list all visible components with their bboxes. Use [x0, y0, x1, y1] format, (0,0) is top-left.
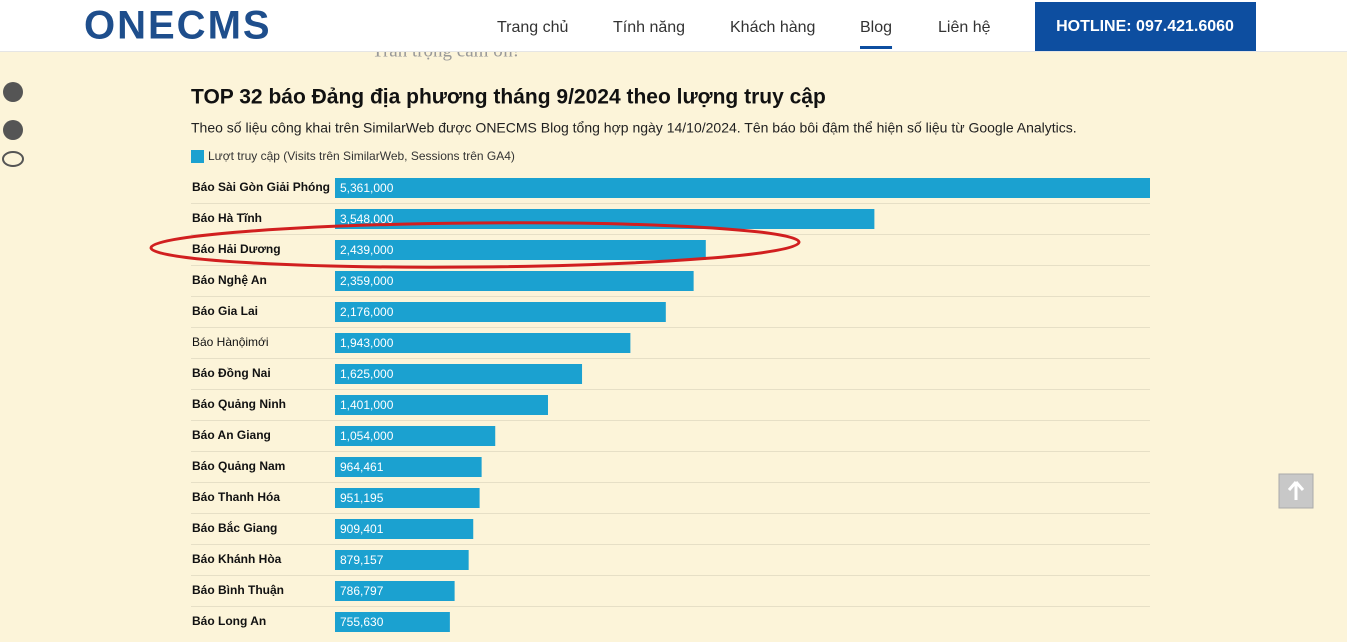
value-label: 755,630: [340, 615, 384, 629]
category-label: Báo Nghệ An: [192, 273, 267, 287]
value-label: 786,797: [340, 584, 384, 598]
value-label: 2,176,000: [340, 305, 394, 319]
legend-label: Lượt truy cập (Visits trên SimilarWeb, S…: [208, 149, 515, 163]
value-label: 1,054,000: [340, 429, 394, 443]
nav-link[interactable]: Tính năng: [613, 19, 685, 36]
highlight-ellipse: [149, 221, 801, 269]
category-label: Báo Bình Thuận: [192, 583, 284, 597]
category-label: Báo Hànộimới: [192, 335, 269, 349]
value-label: 909,401: [340, 522, 384, 536]
value-label: 879,157: [340, 553, 384, 567]
category-label: Báo Hà Tĩnh: [192, 211, 262, 225]
logo[interactable]: ONECMS: [84, 4, 272, 48]
bar: [335, 612, 450, 632]
value-label: 5,361,000: [340, 181, 394, 195]
bar: [335, 426, 496, 446]
chart: TOP 32 báo Đảng địa phương tháng 9/2024 …: [191, 86, 1150, 638]
nav-link[interactable]: Blog: [860, 19, 892, 36]
facebook-icon[interactable]: [3, 120, 23, 140]
bar: [335, 457, 482, 477]
category-label: Báo Quảng Nam: [192, 459, 285, 473]
value-label: 1,401,000: [340, 398, 394, 412]
nav-active-underline: [860, 46, 893, 49]
value-label: 951,195: [340, 491, 384, 505]
category-label: Báo Gia Lai: [192, 304, 258, 318]
bar: [335, 581, 455, 601]
category-label: Báo Đồng Nai: [192, 366, 271, 380]
scroll-top-arrow: [1287, 481, 1305, 500]
category-label: Báo Hải Dương: [192, 242, 281, 256]
legend-swatch: [191, 150, 204, 163]
chart-subtitle: Theo số liệu công khai trên SimilarWeb đ…: [191, 120, 1077, 136]
value-label: 2,359,000: [340, 274, 394, 288]
value-label: 3,548,000: [340, 212, 394, 226]
bar: [335, 395, 548, 415]
nav-link[interactable]: Trang chủ: [497, 19, 568, 36]
category-label: Báo Quảng Ninh: [192, 397, 286, 411]
category-label: Báo An Giang: [192, 428, 271, 442]
nav-link[interactable]: Khách hàng: [730, 19, 815, 36]
bar: [335, 302, 666, 322]
zalo-icon[interactable]: [3, 82, 23, 102]
category-label: Báo Thanh Hóa: [192, 490, 280, 504]
chart-title: TOP 32 báo Đảng địa phương tháng 9/2024 …: [191, 86, 826, 109]
bar: [335, 488, 480, 508]
bar: [335, 178, 1150, 198]
bar: [335, 333, 631, 353]
hotline[interactable]: HOTLINE: 097.421.6060: [1056, 18, 1234, 35]
bar: [335, 364, 583, 384]
value-label: 2,439,000: [340, 243, 394, 257]
nav: Trang chủ Tính năng Khách hàng Blog Liên hệ: [497, 19, 991, 49]
value-label: 1,943,000: [340, 336, 394, 350]
category-label: Báo Khánh Hòa: [192, 552, 282, 566]
bar: [335, 240, 706, 260]
value-label: 964,461: [340, 460, 384, 474]
bar: [335, 271, 694, 291]
value-label: 1,625,000: [340, 367, 394, 381]
hotline-box[interactable]: [1035, 2, 1256, 51]
category-label: Báo Long An: [192, 614, 266, 628]
bar: [335, 550, 469, 570]
bar: [335, 209, 875, 229]
bar: [335, 519, 474, 539]
category-label: Báo Bắc Giang: [192, 520, 277, 535]
nav-link[interactable]: Liên hệ: [938, 19, 991, 36]
category-label: Báo Sài Gòn Giải Phóng: [192, 180, 330, 194]
chat-icon[interactable]: [2, 151, 24, 167]
